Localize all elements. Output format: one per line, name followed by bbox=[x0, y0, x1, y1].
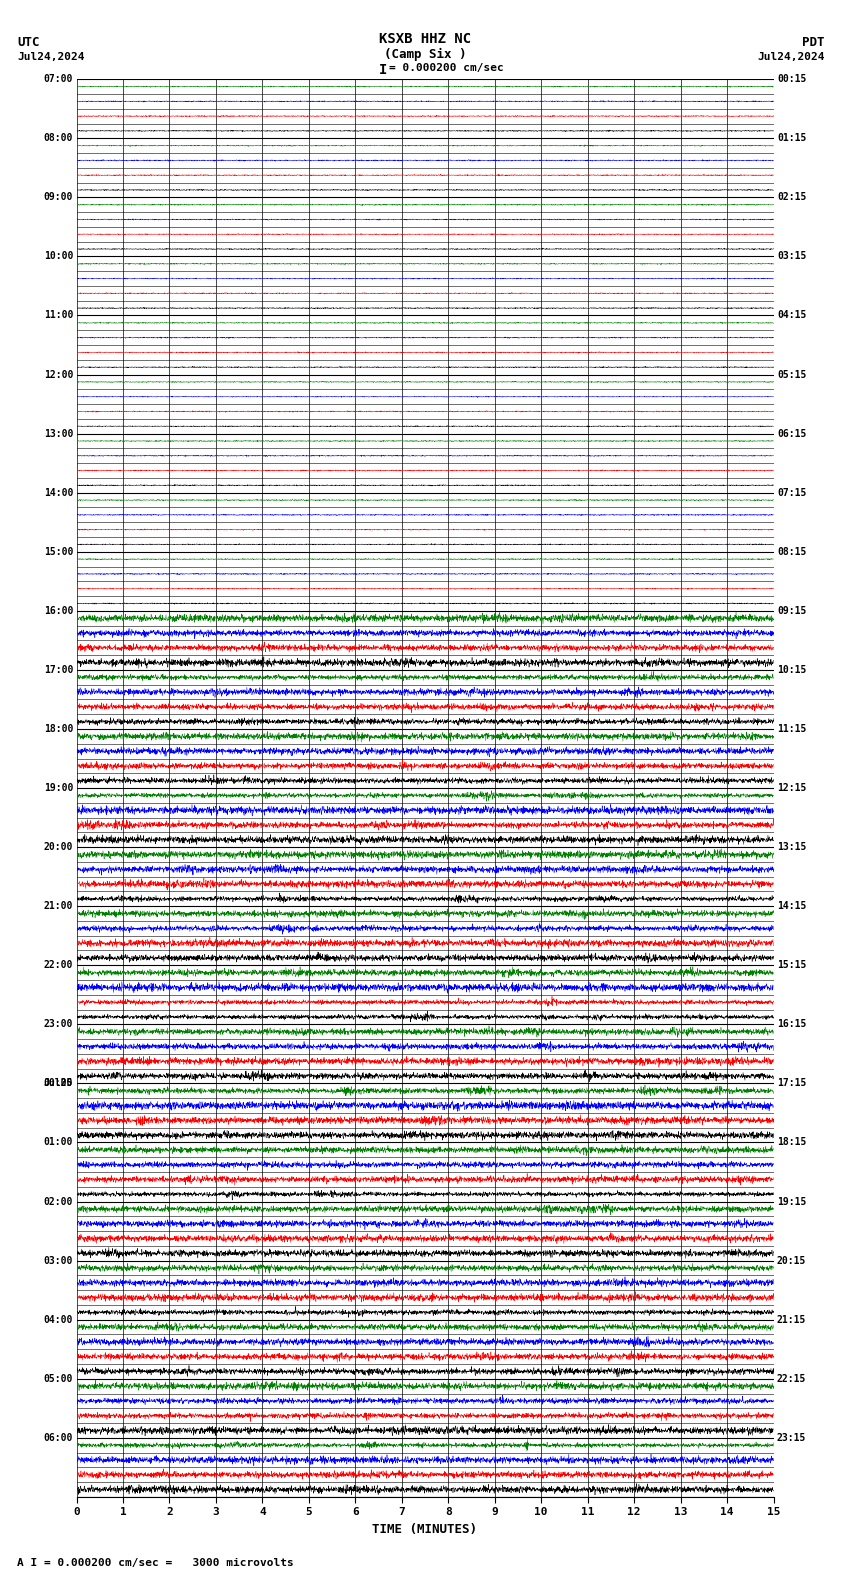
Text: 12:00: 12:00 bbox=[43, 369, 73, 380]
Text: I: I bbox=[378, 63, 387, 78]
Text: 07:15: 07:15 bbox=[777, 488, 807, 497]
Text: 10:00: 10:00 bbox=[43, 252, 73, 261]
Text: 15:00: 15:00 bbox=[43, 546, 73, 556]
Text: 17:00: 17:00 bbox=[43, 665, 73, 675]
Text: 00:15: 00:15 bbox=[777, 74, 807, 84]
Text: 14:00: 14:00 bbox=[43, 488, 73, 497]
Text: 02:15: 02:15 bbox=[777, 192, 807, 203]
Text: 19:00: 19:00 bbox=[43, 782, 73, 794]
Text: 09:00: 09:00 bbox=[43, 192, 73, 203]
Text: 03:00: 03:00 bbox=[43, 1256, 73, 1266]
Text: 23:00: 23:00 bbox=[43, 1020, 73, 1030]
Text: 23:15: 23:15 bbox=[777, 1434, 807, 1443]
Text: 10:15: 10:15 bbox=[777, 665, 807, 675]
Text: 22:15: 22:15 bbox=[777, 1373, 807, 1384]
Text: 18:15: 18:15 bbox=[777, 1137, 807, 1147]
Text: 14:15: 14:15 bbox=[777, 901, 807, 911]
Text: 03:15: 03:15 bbox=[777, 252, 807, 261]
Text: 13:15: 13:15 bbox=[777, 843, 807, 852]
Text: 11:15: 11:15 bbox=[777, 724, 807, 733]
Text: 00:00: 00:00 bbox=[43, 1079, 73, 1088]
Text: 05:00: 05:00 bbox=[43, 1373, 73, 1384]
Text: 13:00: 13:00 bbox=[43, 429, 73, 439]
Text: 12:15: 12:15 bbox=[777, 782, 807, 794]
Text: 15:15: 15:15 bbox=[777, 960, 807, 971]
Text: 04:15: 04:15 bbox=[777, 310, 807, 320]
Text: 08:15: 08:15 bbox=[777, 546, 807, 556]
Text: 07:00: 07:00 bbox=[43, 74, 73, 84]
Text: 04:00: 04:00 bbox=[43, 1315, 73, 1324]
Text: 20:00: 20:00 bbox=[43, 843, 73, 852]
Text: 16:15: 16:15 bbox=[777, 1020, 807, 1030]
Text: UTC: UTC bbox=[17, 36, 39, 49]
Text: 05:15: 05:15 bbox=[777, 369, 807, 380]
Text: 06:00: 06:00 bbox=[43, 1434, 73, 1443]
Text: 01:00: 01:00 bbox=[43, 1137, 73, 1147]
X-axis label: TIME (MINUTES): TIME (MINUTES) bbox=[372, 1522, 478, 1536]
Text: 09:15: 09:15 bbox=[777, 605, 807, 616]
Text: KSXB HHZ NC: KSXB HHZ NC bbox=[379, 32, 471, 46]
Text: 01:15: 01:15 bbox=[777, 133, 807, 143]
Text: 17:15: 17:15 bbox=[777, 1079, 807, 1088]
Text: 19:15: 19:15 bbox=[777, 1196, 807, 1207]
Text: 16:00: 16:00 bbox=[43, 605, 73, 616]
Text: PDT: PDT bbox=[802, 36, 824, 49]
Text: = 0.000200 cm/sec: = 0.000200 cm/sec bbox=[389, 63, 504, 73]
Text: 18:00: 18:00 bbox=[43, 724, 73, 733]
Text: 20:15: 20:15 bbox=[777, 1256, 807, 1266]
Text: 22:00: 22:00 bbox=[43, 960, 73, 971]
Text: 21:00: 21:00 bbox=[43, 901, 73, 911]
Text: 08:00: 08:00 bbox=[43, 133, 73, 143]
Text: (Camp Six ): (Camp Six ) bbox=[383, 48, 467, 60]
Text: 21:15: 21:15 bbox=[777, 1315, 807, 1324]
Text: A I = 0.000200 cm/sec =   3000 microvolts: A I = 0.000200 cm/sec = 3000 microvolts bbox=[17, 1559, 294, 1568]
Text: Jul24,2024: Jul24,2024 bbox=[17, 52, 84, 62]
Text: 11:00: 11:00 bbox=[43, 310, 73, 320]
Text: 06:15: 06:15 bbox=[777, 429, 807, 439]
Text: 02:00: 02:00 bbox=[43, 1196, 73, 1207]
Text: Jul25: Jul25 bbox=[43, 1079, 73, 1088]
Text: Jul24,2024: Jul24,2024 bbox=[757, 52, 824, 62]
